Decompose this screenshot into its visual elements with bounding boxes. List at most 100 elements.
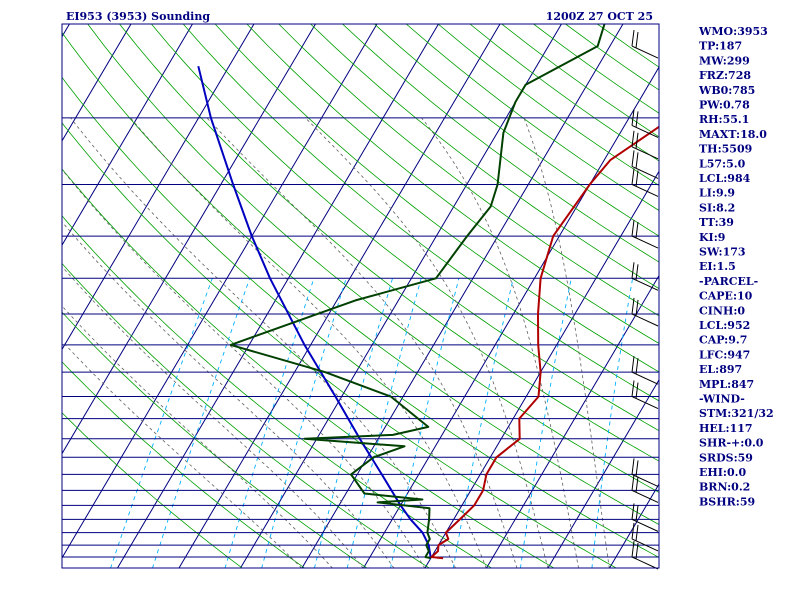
index-value: 18.0: [740, 128, 767, 141]
index-label: LCL:: [699, 319, 727, 332]
dry-adiabat-line: [62, 31, 659, 525]
isotherm-line: [62, 24, 71, 38]
wind-barb: [631, 297, 659, 327]
dry-adiabat-line: [151, 24, 659, 432]
dry-adiabat-line: [565, 24, 659, 91]
wind-barb: [631, 474, 659, 503]
index-value: 0: [737, 304, 745, 317]
index-label: WB0:: [698, 84, 732, 97]
index-value: 117: [730, 422, 753, 435]
index-row: CAPE:10: [699, 290, 753, 303]
index-row: TP:187: [699, 40, 742, 53]
isotherm-line: [362, 66, 659, 568]
mixing-ratio-line: [390, 278, 460, 568]
wind-barb: [631, 109, 659, 138]
index-row: SW:173: [699, 246, 746, 259]
plot-frame: [61, 23, 660, 569]
index-label: BRN:: [699, 481, 731, 494]
index-label: CAP:: [699, 334, 728, 347]
mixing-ratio-line: [519, 278, 572, 568]
dry-adiabat-line: [62, 76, 659, 558]
mixing-ratio-line: [346, 278, 422, 568]
wind-barb: [631, 30, 659, 59]
index-row: EL:897: [699, 363, 742, 376]
index-value: 55.1: [723, 113, 750, 126]
index-value: 984: [727, 172, 750, 185]
wind-barb-flag: [635, 132, 639, 149]
moist-adiabat-line: [62, 221, 395, 568]
index-label: WMO:: [698, 25, 737, 38]
index-label: LFC:: [699, 348, 727, 361]
moist-adiabat-line: [206, 117, 518, 568]
dry-adiabat-line: [62, 311, 368, 568]
isotherm-line: [0, 12, 15, 568]
index-row: LI:9.9: [699, 187, 735, 200]
isotherm-line: [62, 24, 378, 559]
wind-barb: [631, 168, 659, 197]
index-row: LCL:984: [699, 172, 751, 185]
index-row: CAP:9.7: [699, 334, 747, 347]
moist-adiabat-line: [62, 305, 333, 568]
wind-barb-flag: [635, 460, 639, 477]
index-label: SHR-+:: [699, 437, 744, 450]
moist-adiabat-line: [62, 340, 303, 568]
wind-barb: [631, 262, 659, 291]
wind-barb-flag: [631, 220, 635, 237]
isotherm-line: [62, 24, 132, 142]
isotherm-line: [62, 24, 194, 247]
index-row: EI:1.5: [699, 260, 736, 273]
index-value: 59: [740, 495, 755, 508]
isotherm-line: [116, 24, 440, 568]
wind-barb-flag: [635, 358, 639, 375]
index-label: LCL:: [699, 172, 727, 185]
index-value: 173: [723, 246, 746, 259]
wind-barb: [631, 130, 659, 160]
index-label: SRDS:: [699, 451, 738, 464]
index-value: 9.9: [716, 187, 735, 200]
index-value: 299: [727, 54, 750, 67]
index-label: BSHR:: [699, 495, 740, 508]
wind-barb-flag: [631, 168, 635, 185]
isotherm-line: [62, 24, 255, 351]
index-row: BSHR:59: [699, 495, 755, 508]
index-label: -PARCEL-: [699, 275, 758, 288]
dry-adiabat-line: [501, 24, 659, 138]
index-value: 728: [728, 69, 751, 82]
wind-barb-flag: [635, 32, 639, 49]
wind-barb: [631, 356, 659, 385]
index-label: SW:: [699, 246, 723, 259]
wind-barb-flag: [635, 505, 639, 522]
dry-adiabat-line: [119, 24, 659, 462]
index-label: SI:: [699, 201, 716, 214]
isotherm-line: [301, 24, 624, 568]
index-value: 187: [719, 40, 742, 53]
wind-barb-flag: [631, 474, 635, 491]
dry-adiabat-line: [182, 24, 659, 402]
index-value: 785: [732, 84, 755, 97]
isotherm-line: [547, 378, 659, 568]
index-value: 0.0: [744, 437, 763, 450]
index-row: MAXT:18.0: [699, 128, 767, 141]
wind-barb-flag: [635, 476, 639, 493]
dry-adiabat-line: [62, 262, 430, 568]
grid-layer: [0, 12, 659, 568]
mixing-ratio-line: [224, 278, 315, 568]
index-label: TT:: [699, 216, 719, 229]
index-row: WMO:3953: [698, 25, 768, 38]
index-row: HEL:117: [699, 422, 753, 435]
index-row: SHR-+:0.0: [699, 437, 764, 450]
index-label: MW:: [699, 54, 727, 67]
index-label: FRZ:: [699, 69, 728, 82]
index-value: 9: [718, 231, 726, 244]
isotherm-line: [485, 274, 659, 568]
wind-barb-flag: [631, 262, 635, 279]
wind-barb: [631, 380, 659, 410]
wind-barb-flag: [631, 150, 635, 167]
wind-barb: [631, 522, 659, 552]
isotherm-line: [62, 24, 317, 455]
dry-adiabat-line: [62, 215, 493, 568]
index-value: 947: [727, 348, 750, 361]
index-label: HEL:: [699, 422, 730, 435]
wind-barb-flag: [631, 458, 635, 475]
